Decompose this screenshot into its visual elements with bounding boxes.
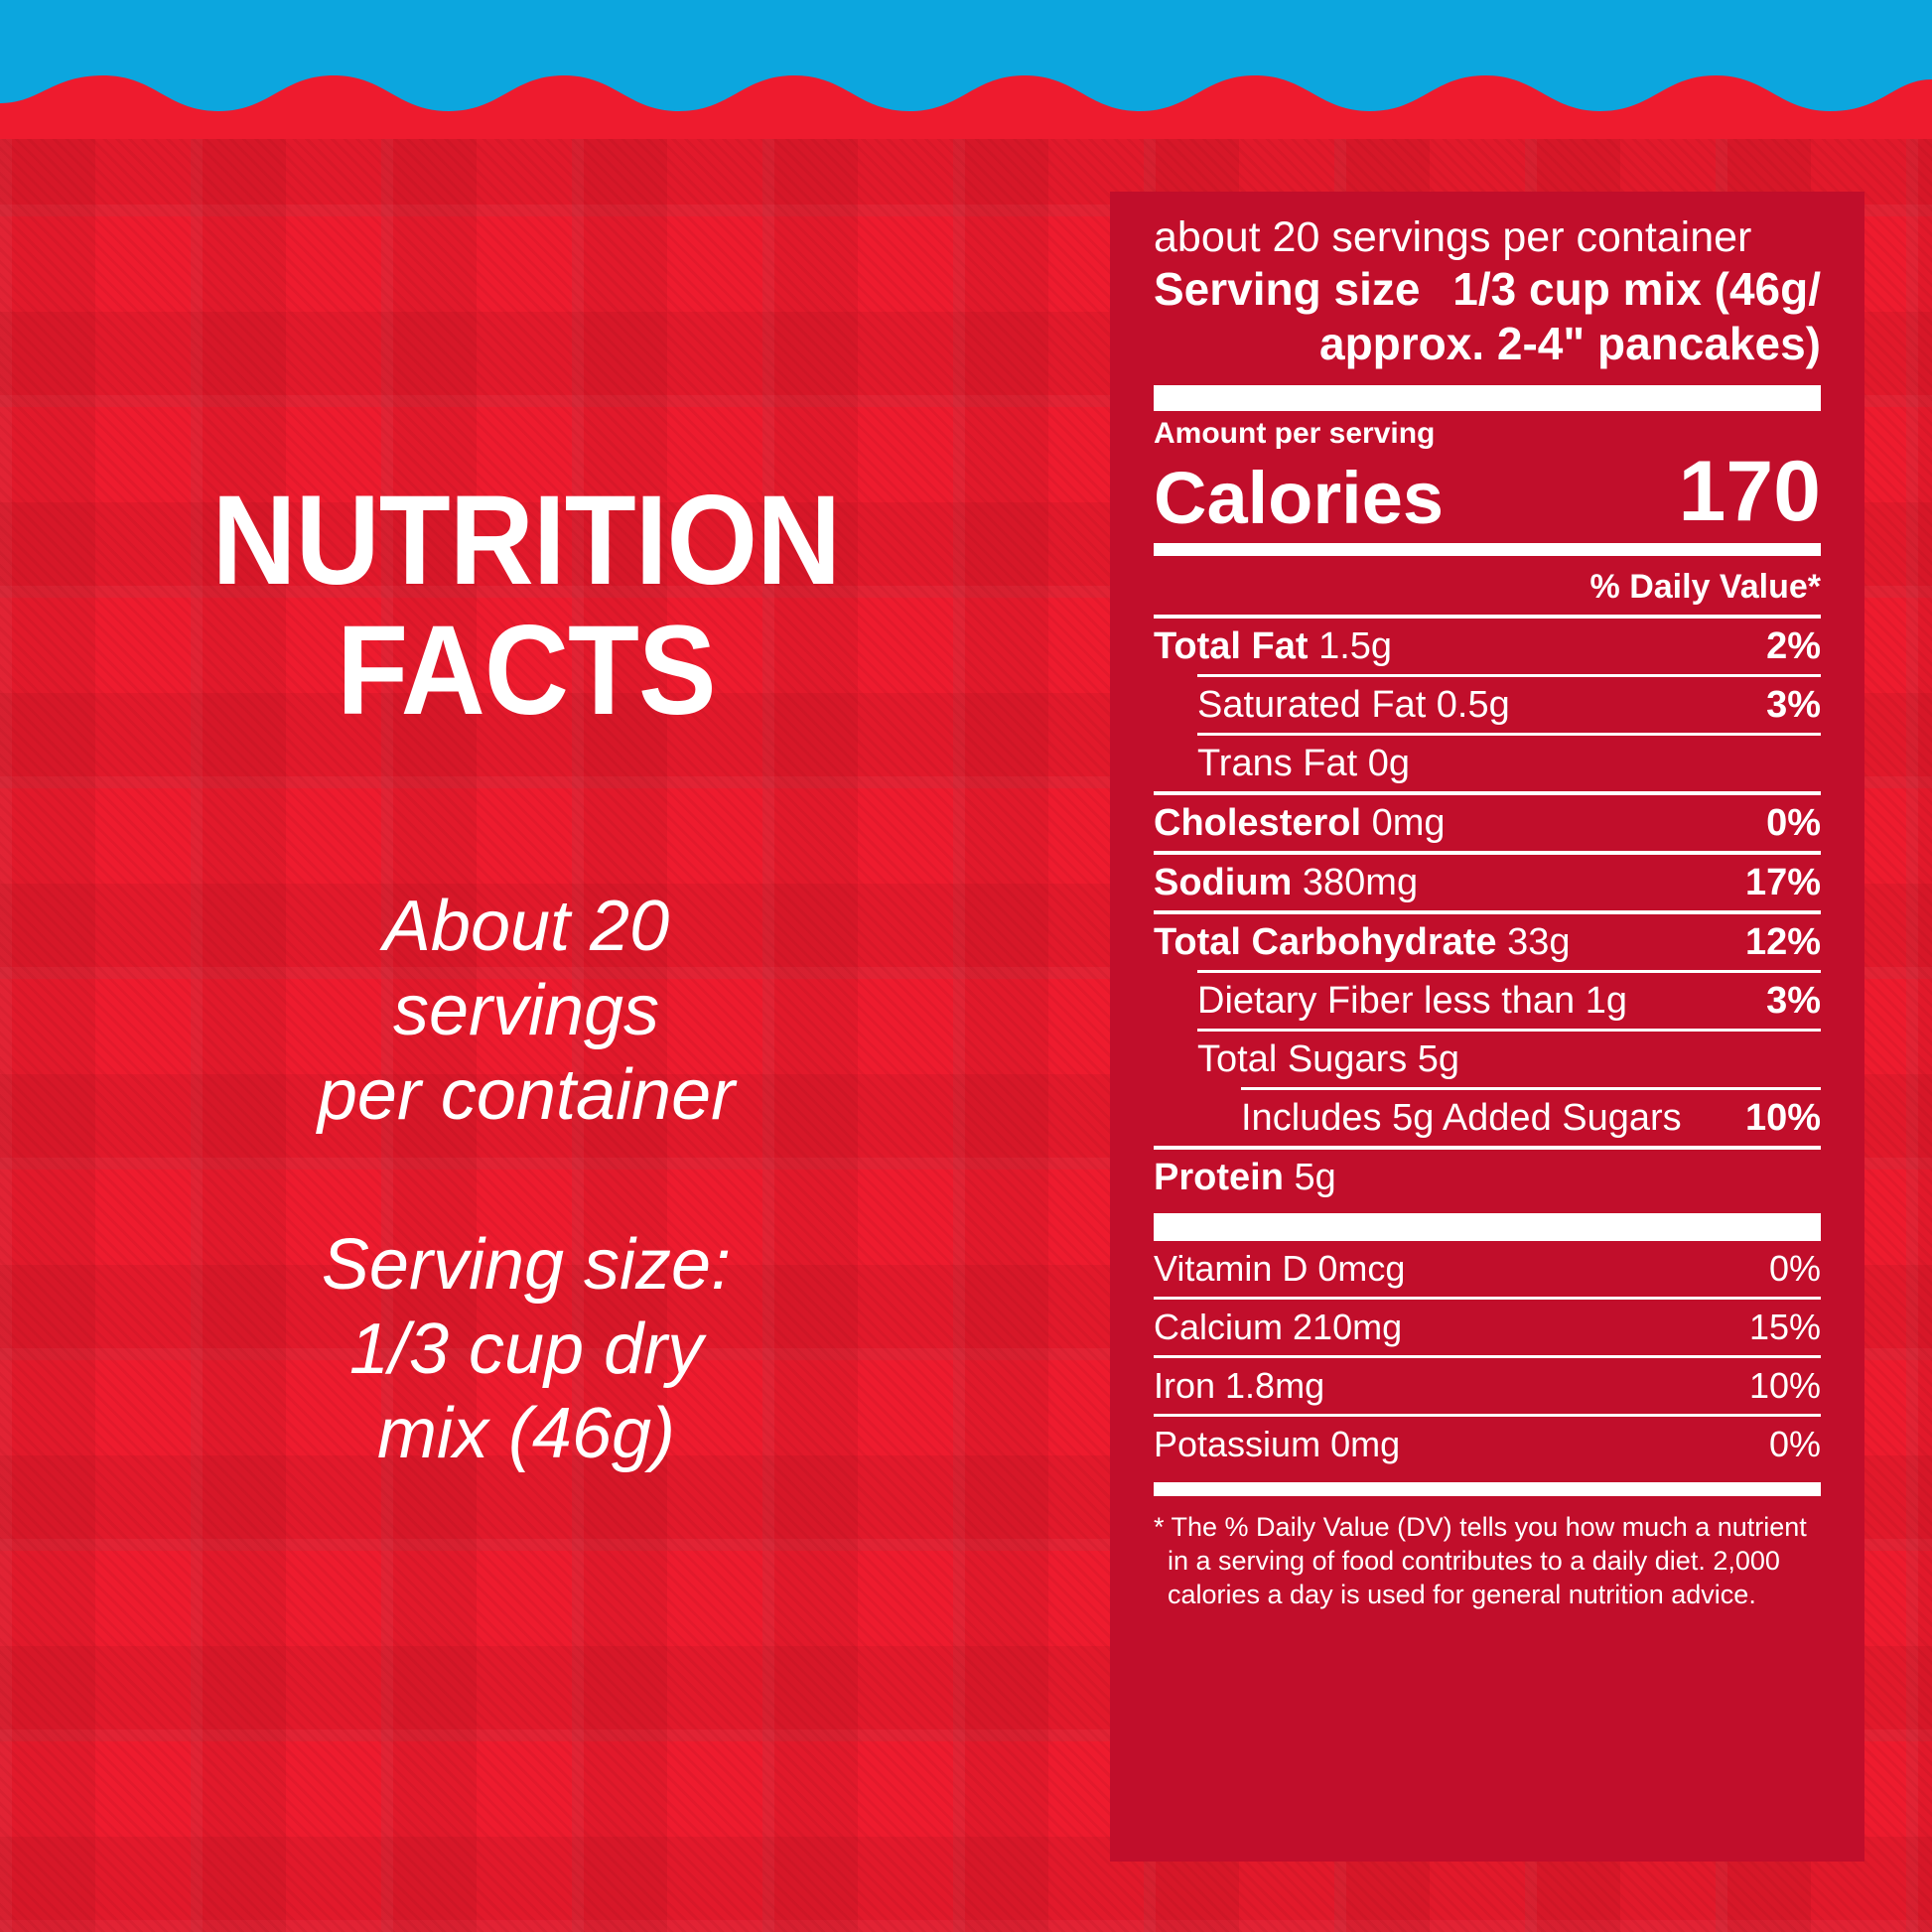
page-title: Nutrition Facts [211, 470, 842, 742]
divider-bar-thick-top [1154, 385, 1821, 412]
nutrient-row-added-sugars: Includes 5g Added Sugars 10% [1154, 1090, 1821, 1146]
nutrient-name-total-carbohydrate: Total Carbohydrate 33g [1154, 920, 1571, 963]
nutrient-name-saturated-fat: Saturated Fat 0.5g [1197, 683, 1510, 726]
rule-calcium [1154, 1296, 1821, 1300]
rule-potassium [1154, 1413, 1821, 1417]
nutrient-name-total-fat: Total Fat 1.5g [1154, 624, 1393, 667]
servings-per-container: about 20 servings per container [1154, 213, 1752, 261]
wavy-edge-divider [0, 0, 1932, 139]
nutrient-name-total-sugars: Total Sugars 5g [1197, 1037, 1460, 1080]
serving-size-value: 1/3 cup mix (46g/ [1452, 262, 1821, 315]
nutrient-row-dietary-fiber: Dietary Fiber less than 1g 3% [1154, 973, 1821, 1029]
rule-iron [1154, 1354, 1821, 1358]
nutrient-dv-dietary-fiber: 3% [1766, 979, 1821, 1022]
rule-dietary-fiber [1197, 969, 1821, 973]
rule-trans-fat [1197, 732, 1821, 736]
amount-per-serving-label: Amount per serving [1154, 417, 1436, 451]
rule-total-sugars [1197, 1028, 1821, 1032]
daily-value-footnote: * The % Daily Value (DV) tells you how m… [1154, 1511, 1807, 1609]
nutrient-dv-cholesterol: 0% [1766, 801, 1821, 844]
nutrient-row-protein: Protein 5g [1154, 1150, 1821, 1205]
nutrient-dv-saturated-fat: 3% [1766, 683, 1821, 726]
nutrient-name-added-sugars: Includes 5g Added Sugars [1241, 1096, 1682, 1139]
micronutrient-dv-potassium: 0% [1768, 1423, 1821, 1464]
nutrient-row-trans-fat: Trans Fat 0g [1154, 736, 1821, 791]
micronutrient-row-calcium: Calcium 210mg 15% [1154, 1300, 1821, 1355]
rule-sodium [1154, 850, 1821, 855]
headline-line-2: Facts [337, 599, 716, 742]
micronutrient-dv-vitamin-d: 0% [1768, 1247, 1821, 1289]
rule-added-sugars [1241, 1086, 1821, 1090]
nutrient-row-total-carbohydrate: Total Carbohydrate 33g 12% [1154, 914, 1821, 970]
rule-total-carbohydrate [1154, 909, 1821, 914]
nutrient-dv-sodium: 17% [1744, 861, 1821, 903]
nutrient-name-trans-fat: Trans Fat 0g [1197, 742, 1411, 784]
micronutrient-dv-calcium: 15% [1748, 1306, 1821, 1347]
micronutrient-name-vitamin-d: Vitamin D 0mcg [1154, 1247, 1406, 1289]
rule-cholesterol [1154, 790, 1821, 795]
rule-protein [1154, 1145, 1821, 1150]
left-marketing-panel: Nutrition Facts About 20 servings per co… [0, 149, 1052, 1837]
micronutrient-row-potassium: Potassium 0mg 0% [1154, 1417, 1821, 1472]
divider-bar-before-footnote [1154, 1481, 1821, 1496]
rule-total-fat [1154, 614, 1821, 619]
nutrient-name-dietary-fiber: Dietary Fiber less than 1g [1197, 979, 1627, 1022]
nutrient-name-sodium: Sodium 380mg [1154, 861, 1419, 903]
calories-label: Calories [1154, 456, 1445, 539]
nutrient-row-total-fat: Total Fat 1.5g 2% [1154, 619, 1821, 674]
nutrient-row-saturated-fat: Saturated Fat 0.5g 3% [1154, 677, 1821, 733]
servings-per-container-note: About 20 servings per container [317, 887, 736, 1135]
nutrient-dv-total-carbohydrate: 12% [1744, 920, 1821, 963]
nutrient-name-cholesterol: Cholesterol 0mg [1154, 801, 1446, 844]
serving-size-row: Serving size 1/3 cup mix (46g/ [1154, 263, 1821, 316]
nutrient-row-sodium: Sodium 380mg 17% [1154, 855, 1821, 910]
calories-value: 170 [1678, 444, 1822, 540]
nutrient-row-total-sugars: Total Sugars 5g [1154, 1032, 1821, 1087]
nutrition-facts-panel: about 20 servings per container Serving … [1110, 192, 1864, 1862]
micronutrient-row-iron: Iron 1.8mg 10% [1154, 1358, 1821, 1414]
micronutrient-name-iron: Iron 1.8mg [1154, 1364, 1325, 1406]
micronutrient-name-calcium: Calcium 210mg [1154, 1306, 1403, 1347]
headline-line-1: Nutrition [211, 470, 842, 612]
serving-size-label: Serving size [1154, 262, 1421, 315]
micronutrient-dv-iron: 10% [1748, 1364, 1821, 1406]
calories-row: Calories 170 [1154, 444, 1822, 540]
serving-size-note: Serving size: 1/3 cup dry mix (46g) [321, 1224, 732, 1473]
nutrient-dv-added-sugars: 10% [1744, 1096, 1821, 1139]
serving-size-value-line2: approx. 2-4" pancakes) [1318, 318, 1821, 370]
nutrient-dv-total-fat: 2% [1766, 624, 1821, 667]
micronutrient-row-vitamin-d: Vitamin D 0mcg 0% [1154, 1241, 1821, 1297]
nutrient-name-protein: Protein 5g [1154, 1156, 1336, 1198]
nutrient-row-cholesterol: Cholesterol 0mg 0% [1154, 795, 1821, 851]
divider-bar-before-micronutrients [1154, 1212, 1821, 1241]
rule-saturated-fat [1197, 673, 1821, 677]
daily-value-header: % Daily Value* [1589, 567, 1821, 606]
divider-bar-under-calories [1154, 542, 1821, 556]
micronutrient-name-potassium: Potassium 0mg [1154, 1423, 1401, 1464]
